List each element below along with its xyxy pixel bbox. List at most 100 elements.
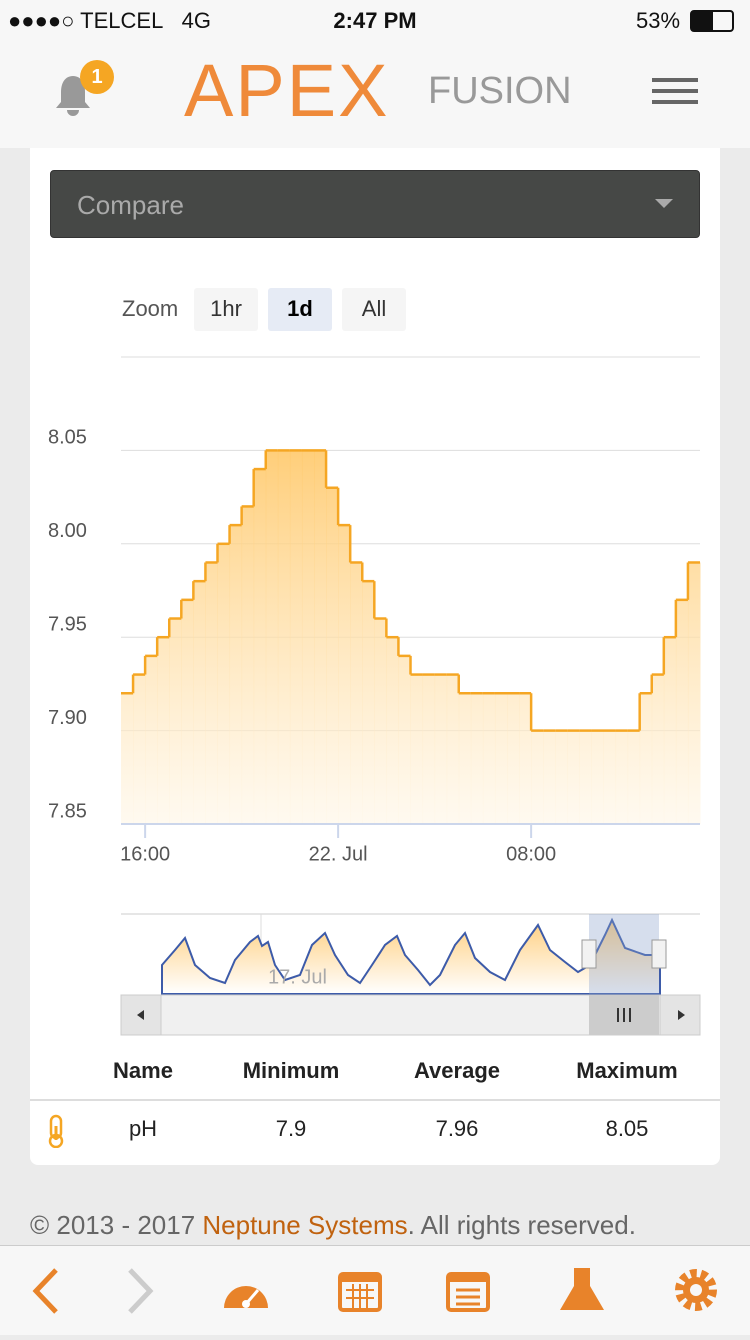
tab-bar: [0, 1245, 750, 1335]
arrow-right: [678, 1010, 685, 1020]
forward[interactable]: [128, 1268, 154, 1314]
area-step: [579, 730, 592, 824]
area-step: [639, 693, 653, 824]
carrier: TELCEL: [80, 8, 164, 33]
area-step: [217, 543, 231, 824]
x-tick-label: 16:00: [120, 843, 170, 865]
area-step: [326, 487, 339, 824]
area-step: [507, 693, 520, 824]
bell-icon[interactable]: [50, 72, 96, 118]
area-step: [169, 618, 182, 824]
area-step: [181, 599, 194, 824]
menu-icon[interactable]: [652, 76, 698, 106]
y-tick-label: 7.85: [48, 800, 87, 822]
badge: 1: [80, 60, 114, 94]
cell: 8.05: [605, 1116, 649, 1141]
top-bar: [0, 0, 750, 148]
area-step: [627, 730, 641, 824]
cell: pH: [128, 1116, 158, 1141]
area-step: [301, 450, 315, 824]
logo-suffix: FUSION: [428, 70, 572, 112]
area-step: [265, 450, 279, 824]
area-step: [350, 562, 363, 824]
area-step: [675, 599, 689, 824]
arrow-left: [137, 1010, 144, 1020]
x-tick-label: 22. Jul: [309, 843, 368, 865]
area-step: [567, 730, 580, 824]
lab[interactable]: [560, 1268, 604, 1310]
column-header: Name: [113, 1058, 173, 1083]
column-header: Maximum: [576, 1058, 678, 1083]
area-step: [555, 730, 568, 824]
area-step: [422, 674, 436, 824]
area-step: [494, 693, 508, 824]
area-step: [531, 730, 544, 824]
network: 4G: [181, 8, 212, 33]
compare-label: Compare: [77, 190, 184, 220]
area-step: [362, 581, 375, 824]
area-step: [482, 693, 496, 824]
area-step: [289, 450, 303, 824]
settings[interactable]: [675, 1269, 717, 1311]
area-step: [687, 562, 701, 824]
table-rule: [30, 1099, 720, 1101]
zoom-label: Zoom: [122, 296, 179, 321]
zoom-button[interactable]: 1hr: [194, 288, 258, 331]
area-step: [145, 655, 158, 824]
nav-series: [161, 917, 661, 995]
footer: © 2013 - 2017 Neptune Systems. All right…: [30, 1210, 636, 1241]
area-step: [314, 450, 327, 824]
footer-link[interactable]: Neptune Systems: [202, 1210, 408, 1240]
area-step: [543, 730, 556, 824]
footer-prefix: © 2013 - 2017: [30, 1210, 203, 1240]
area-step: [446, 674, 460, 824]
area-step: [157, 637, 170, 824]
area-step: [651, 674, 665, 824]
area-step: [615, 730, 629, 824]
area-step: [241, 506, 255, 824]
area-step: [133, 674, 146, 824]
cell: 7.96: [435, 1116, 479, 1141]
area-step: [458, 693, 472, 824]
navigator: 17. Jul: [120, 913, 701, 1036]
area-step: [603, 730, 617, 824]
dashboard[interactable]: [224, 1286, 268, 1308]
area-step: [253, 469, 267, 824]
nav-handle-left[interactable]: [581, 939, 597, 969]
x-tick-label: 08:00: [506, 843, 556, 865]
area-step: [277, 450, 291, 824]
compare-dropdown[interactable]: Compare: [50, 170, 700, 238]
y-tick-label: 7.90: [48, 707, 87, 729]
area-step: [398, 655, 411, 824]
caret: [655, 199, 673, 208]
area-step: [519, 693, 532, 824]
area-step: [591, 730, 604, 824]
area-step: [386, 637, 399, 824]
zoom-button[interactable]: 1d: [268, 288, 332, 331]
area-step: [663, 637, 677, 824]
y-tick-label: 8.05: [48, 427, 87, 449]
nav-window[interactable]: [589, 914, 659, 994]
nav-handle-right[interactable]: [651, 939, 667, 969]
y-tick-label: 8.00: [48, 520, 87, 542]
zoom-button[interactable]: All: [342, 288, 406, 331]
area-step: [193, 581, 206, 824]
column-header: Minimum: [242, 1058, 340, 1083]
y-tick-label: 7.95: [48, 613, 87, 635]
area-step: [410, 674, 424, 824]
log[interactable]: [446, 1272, 490, 1312]
area-step: [205, 562, 218, 824]
clock: 2:47 PM: [333, 8, 417, 33]
cell: 7.9: [275, 1116, 307, 1141]
column-header: Average: [413, 1058, 500, 1083]
logo: APEX: [184, 49, 390, 132]
calendar[interactable]: [338, 1272, 382, 1312]
area-step: [338, 525, 351, 824]
battery: [690, 10, 734, 32]
back[interactable]: [32, 1268, 58, 1314]
area-step: [470, 693, 484, 824]
chart: 7.85 7.90 7.95 8.00 8.05 16:00 22. Jul 08:00 17…: [48, 356, 701, 1036]
footer-suffix: . All rights reserved.: [407, 1210, 636, 1240]
grip: [617, 1008, 631, 1022]
